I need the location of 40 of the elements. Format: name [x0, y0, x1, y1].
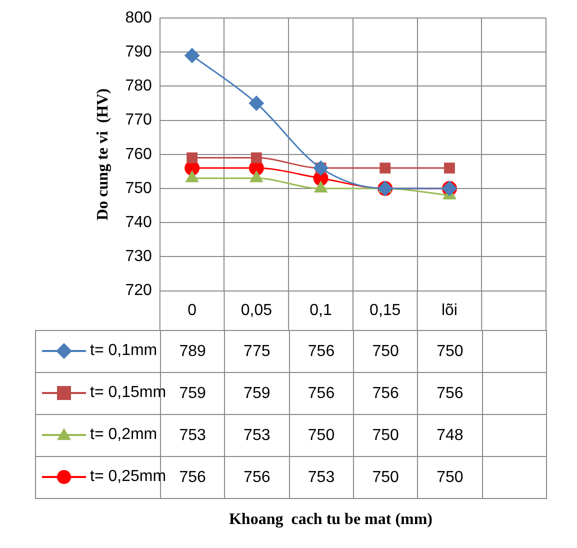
data-label: 750	[353, 330, 418, 372]
data-label: 775	[224, 330, 290, 372]
data-label: 756	[224, 456, 290, 498]
data-label: 753	[160, 414, 225, 456]
data-label: 753	[224, 414, 290, 456]
data-label: 756	[353, 372, 418, 414]
y-tick-label: 790	[125, 44, 152, 61]
legend-label: t= 0,25mm	[90, 468, 166, 486]
x-tick-label: 0	[188, 302, 197, 319]
x-tick-label: 0,15	[370, 302, 401, 319]
data-label: 756	[289, 330, 354, 372]
y-tick-label: 800	[125, 9, 152, 26]
data-label: 759	[179, 384, 206, 402]
x-tick-label: 0,05	[240, 302, 272, 319]
y-tick-label: 780	[125, 78, 152, 95]
data-label: 756	[179, 468, 206, 486]
data-label: 748	[418, 414, 482, 456]
data-label: 750	[353, 414, 418, 456]
text: Khoang cach tu be mat (mm)	[228, 511, 433, 529]
y-tick-label: 760	[125, 146, 152, 163]
data-label: 789	[160, 330, 225, 372]
data-label: 750	[289, 414, 354, 456]
y-axis-title: Do cung te vi (HV)	[94, 88, 112, 220]
data-label: 750	[418, 456, 482, 498]
data-label: 756	[418, 372, 482, 414]
data-label: 759	[224, 372, 290, 414]
x-tick-label: 0,1	[310, 302, 332, 319]
data-label: 750	[418, 330, 482, 372]
y-tick-label: 740	[125, 214, 152, 232]
y-tick-label: 750	[125, 180, 152, 197]
legend-label: t= 0,1mm	[90, 342, 158, 360]
x-tick-label: lõi	[441, 302, 458, 319]
y-tick-label: 730	[125, 248, 152, 266]
legend-label: t= 0,2mm	[90, 426, 158, 444]
data-label: 756	[289, 372, 354, 414]
y-tick-label: 770	[125, 112, 152, 129]
data-label: 753	[289, 456, 354, 498]
data-label: 750	[353, 456, 418, 498]
y-tick-label: 720	[125, 282, 152, 300]
legend-label: t= 0,15mm	[90, 384, 166, 402]
